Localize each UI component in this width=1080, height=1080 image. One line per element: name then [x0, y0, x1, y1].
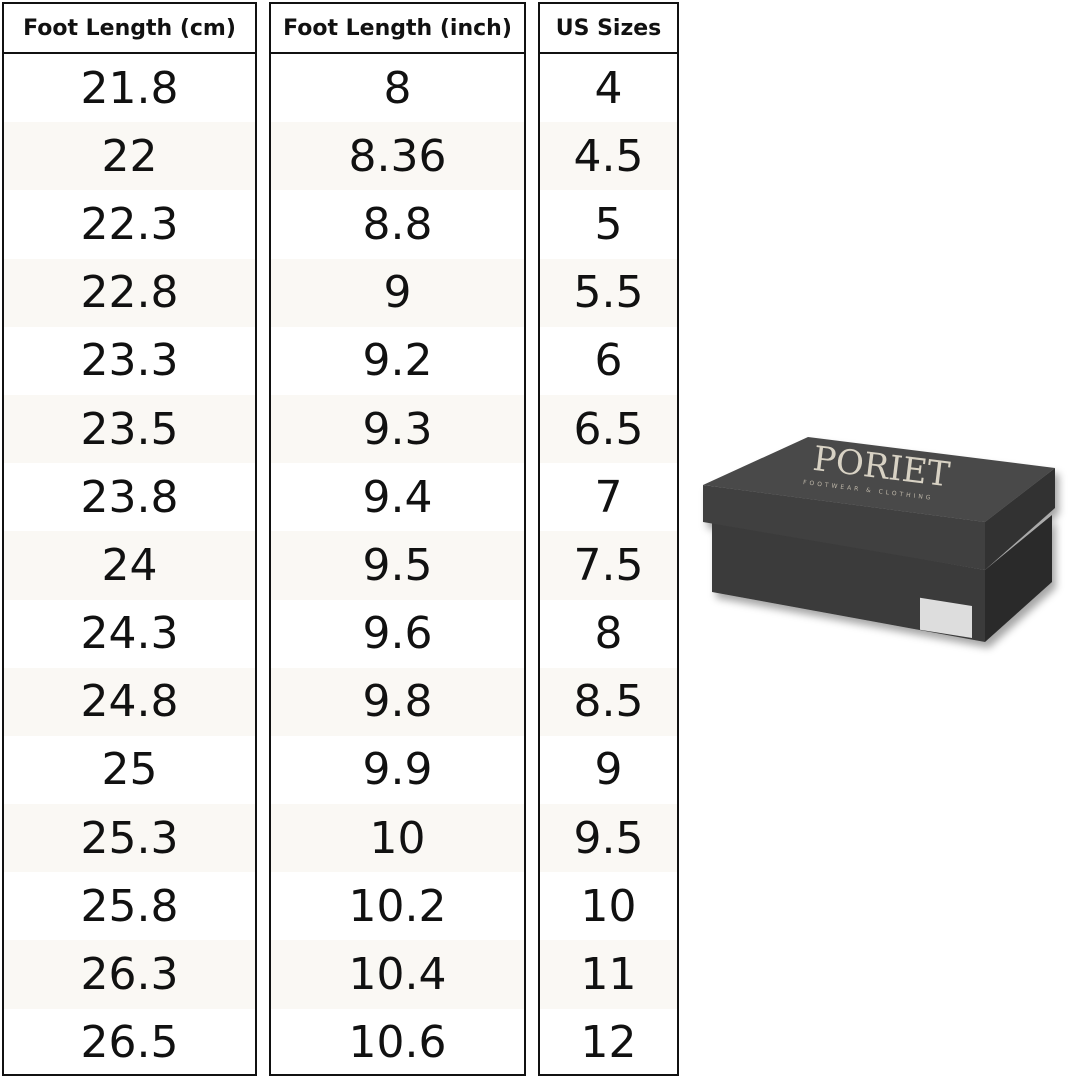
- cell: 10: [271, 804, 524, 873]
- cell: 26.5: [80, 1017, 179, 1069]
- cell: 24.3: [80, 608, 179, 660]
- cell: 8.8: [362, 198, 433, 250]
- cell: 10.6: [348, 1017, 447, 1069]
- cell: 8.5: [540, 667, 677, 736]
- cell: 5: [594, 198, 623, 250]
- cell: 10.4: [271, 940, 524, 1009]
- cell: 9.9: [362, 744, 433, 796]
- cell: 9.3: [271, 394, 524, 464]
- cell: 9.4: [362, 471, 433, 523]
- cell: 22.8: [4, 258, 255, 327]
- cell: 7: [594, 471, 623, 523]
- cell: 9: [271, 258, 524, 327]
- cell: 6.5: [540, 394, 677, 464]
- cell: 25.3: [4, 804, 255, 873]
- cell: 8.36: [271, 122, 524, 191]
- cell: 5.5: [540, 258, 677, 327]
- header: Foot Length (cm): [4, 4, 255, 54]
- cell: 21.8: [80, 62, 179, 114]
- cell: 7.5: [540, 531, 677, 600]
- cell: 9.6: [362, 608, 433, 660]
- cell: 24: [4, 531, 255, 600]
- cell: 25.8: [80, 880, 179, 932]
- cell: 22: [4, 122, 255, 191]
- cell: 9.5: [271, 531, 524, 600]
- cell: 4.5: [540, 122, 677, 191]
- cell: 25: [101, 744, 158, 796]
- cell: 26.3: [4, 940, 255, 1009]
- header: US Sizes: [540, 4, 677, 54]
- cell: 22.3: [80, 198, 179, 250]
- cell: 12: [580, 1017, 637, 1069]
- header: Foot Length (inch): [271, 4, 524, 54]
- cell: 23.3: [80, 335, 179, 387]
- cell: 11: [540, 940, 677, 1009]
- cell: 23.8: [80, 471, 179, 523]
- cell: 9.2: [362, 335, 433, 387]
- cell: 8: [594, 608, 623, 660]
- cell: 8: [383, 62, 412, 114]
- cell: 4: [594, 62, 623, 114]
- cell: 23.5: [4, 394, 255, 464]
- cell: 24.8: [4, 667, 255, 736]
- column: Foot Length (inch) 8 8.36 8.8 9 9.2 9.3 9.4 9.5 9…: [269, 2, 526, 1076]
- cell: 6: [594, 335, 623, 387]
- cell: 10.2: [348, 880, 447, 932]
- cell: 10: [580, 880, 637, 932]
- cell: 9.5: [540, 804, 677, 873]
- cell: 9: [594, 744, 623, 796]
- column: US Sizes 4 4.5 5 5.5 6 6.5 7 7.5 8 8.5 9 9.5 10 11 12: [538, 2, 679, 1076]
- shoe-box: PORIET FOOTWEAR & CLOTHING: [703, 437, 1055, 642]
- column: Foot Length (cm) 21.8 22 22.3 22.8 23.3 23.5 23…: [2, 2, 257, 1076]
- cell: 9.8: [271, 667, 524, 736]
